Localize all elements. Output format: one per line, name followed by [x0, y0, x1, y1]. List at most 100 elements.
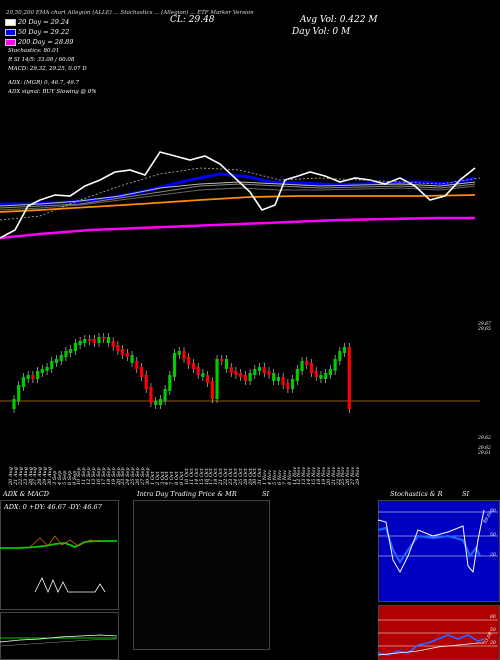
orange-line — [0, 194, 476, 213]
legend-swatch — [5, 38, 16, 46]
candle-body — [262, 367, 266, 373]
candle-body — [111, 341, 115, 347]
candle-body — [333, 359, 337, 371]
candle-body — [172, 353, 177, 377]
candle-body — [158, 399, 162, 405]
ema200-line — [0, 216, 475, 240]
candle-body — [229, 367, 233, 373]
candles-chart — [0, 333, 480, 413]
ema-gray-1 — [0, 183, 476, 209]
candle-body — [139, 367, 144, 377]
candle-body — [135, 361, 139, 369]
candle-body — [248, 373, 252, 381]
stoch-readout: Stochastics: 80.01 — [8, 48, 60, 54]
candle-body — [130, 355, 134, 363]
price-label: CL: 29.48 — [170, 15, 215, 25]
ema-chart — [0, 151, 481, 240]
candle-body — [125, 353, 129, 357]
candle-body — [12, 399, 16, 409]
candle-body — [324, 373, 328, 379]
stoch-tick-80: 80 — [490, 509, 496, 514]
candle-body — [59, 355, 63, 361]
candle-body — [92, 339, 96, 343]
intra-panel-title: Intra Day Trading Price & MR — [137, 490, 237, 498]
candle-body — [106, 337, 111, 343]
candle-body — [319, 375, 323, 379]
candle-body — [64, 351, 68, 357]
day-vol-label: Day Vol: 0 M — [292, 27, 351, 37]
candle-body — [182, 351, 186, 359]
candle-body — [201, 373, 205, 377]
stoch-tick-20: 20 — [490, 553, 496, 558]
candle-body — [21, 377, 26, 387]
candle-body — [163, 389, 167, 401]
candle-body — [295, 369, 299, 381]
price-axis-bottom2: 29.62 — [478, 446, 491, 451]
ema20-dotted — [0, 167, 481, 221]
candle-body — [45, 367, 49, 371]
candle-body — [272, 373, 276, 381]
rsi-tick-80: 80 — [490, 615, 496, 620]
candle-body — [87, 339, 92, 341]
price-axis-top: 29.67 — [478, 322, 491, 327]
candle-body — [69, 349, 73, 353]
adx-readout: ADX: (MGR) 0, 46.7, 46.7 — [8, 80, 80, 86]
candle-body — [257, 367, 262, 371]
legend-swatch — [5, 28, 16, 36]
stoch-panel — [378, 500, 500, 602]
candle-body — [224, 359, 229, 369]
candle-body — [168, 375, 172, 391]
candle-body — [177, 351, 181, 355]
candle-body — [267, 371, 271, 375]
candle-body — [144, 375, 148, 389]
adx-panel-title: ADX & MACD — [3, 490, 49, 498]
candle-body — [253, 369, 257, 375]
candle-body — [121, 349, 125, 355]
candle-body — [102, 337, 106, 339]
candle-body — [206, 375, 210, 383]
candle-body — [314, 371, 318, 377]
adx-chart — [0, 535, 117, 594]
candle-body — [342, 347, 347, 353]
ema20-line — [0, 151, 476, 239]
candle-body — [286, 383, 290, 389]
candle-body — [243, 375, 247, 381]
rsi-tick-50: 50 — [490, 628, 496, 633]
candle-body — [187, 357, 191, 365]
candle-body — [220, 359, 224, 361]
candle-body — [73, 343, 77, 351]
candle-body — [210, 381, 214, 399]
macd-chart — [0, 634, 118, 647]
rsi-tick-20: 20 — [490, 641, 496, 646]
legend-label: 200 Day = 28.89 — [18, 38, 74, 46]
candle-body — [300, 361, 304, 371]
legend-label: 50 Day = 29.22 — [18, 28, 70, 36]
ema-gray-2 — [0, 185, 476, 211]
candle-body — [36, 371, 40, 379]
candle-body — [50, 361, 54, 369]
candle-body — [196, 367, 200, 375]
legend-swatch — [5, 18, 16, 26]
candle-body — [215, 359, 219, 399]
date-label: 29 Nov — [355, 466, 362, 485]
macd-readout: MACD: 29.32, 29.25, 0.07 D — [8, 66, 87, 72]
candle-body — [347, 347, 351, 409]
adx-values: ADX: 0 +DY: 46.67 -DY: 46.67 — [4, 503, 102, 511]
candle-body — [276, 377, 281, 381]
stoch-panel-title-2: SI — [462, 490, 470, 498]
candles-group — [12, 333, 351, 413]
candle-body — [40, 369, 44, 373]
price-axis-top2: 29.65 — [478, 327, 491, 332]
legend-ema20: 20 Day = 29.24 — [5, 18, 69, 26]
candle-body — [17, 385, 21, 401]
legend-ema50: 50 Day = 29.22 — [5, 28, 69, 36]
candle-body — [154, 401, 158, 405]
candle-body — [338, 351, 342, 361]
candle-body — [78, 341, 82, 345]
rsi-chart — [377, 619, 498, 656]
price-axis-bottom3: 29.61 — [478, 451, 491, 456]
ema50-band-outer — [0, 172, 476, 206]
candle-body — [328, 369, 332, 375]
adx-signal-readout: ADX signal: BUY Slowing @ 0% — [8, 89, 97, 95]
candle-body — [116, 345, 120, 351]
